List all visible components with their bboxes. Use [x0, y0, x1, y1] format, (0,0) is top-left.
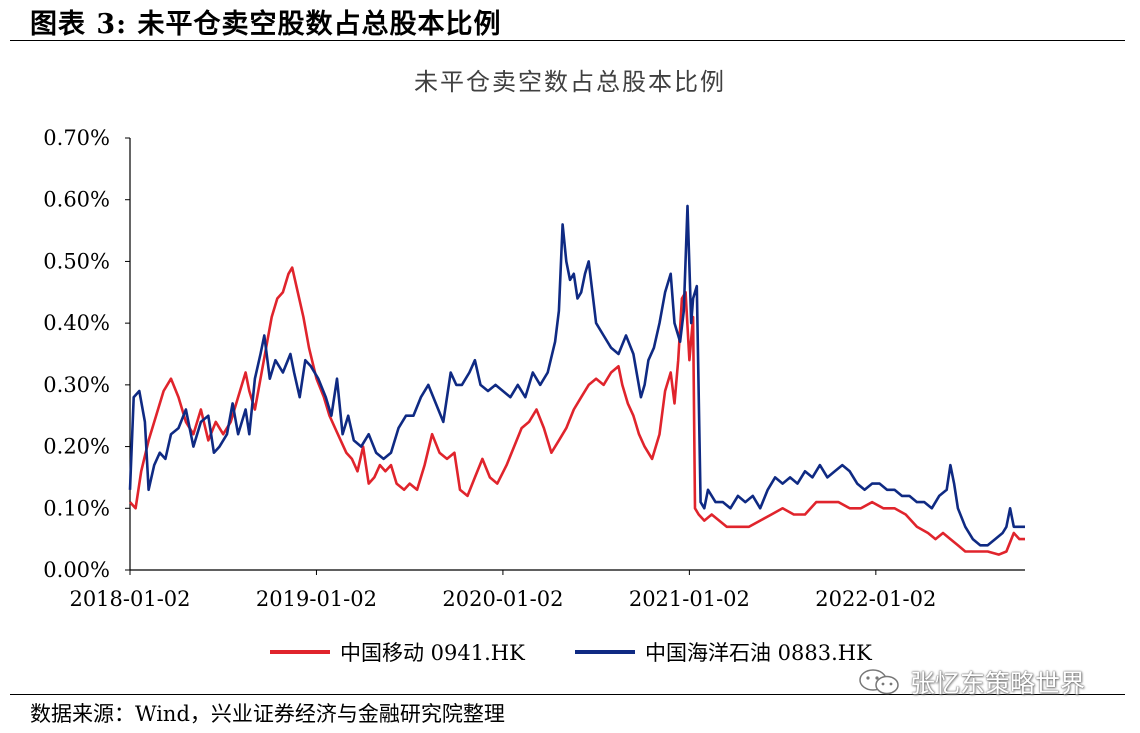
y-tick-label: 0.30%	[43, 373, 110, 397]
x-tick-label: 2022-01-02	[815, 587, 936, 611]
y-tick-label: 0.00%	[43, 558, 110, 582]
y-tick-label: 0.70%	[43, 126, 110, 150]
wechat-icon	[859, 669, 899, 695]
source-note: 数据来源：Wind，兴业证券经济与金融研究院整理	[30, 702, 505, 726]
watermark-text: 张忆东策略世界	[910, 669, 1086, 698]
y-tick-label: 0.60%	[43, 188, 110, 212]
chart-title: 未平仓卖空数占总股本比例	[414, 68, 726, 96]
x-tick-label: 2020-01-02	[442, 587, 563, 611]
y-tick-label: 0.50%	[43, 249, 110, 273]
x-tick-label: 2021-01-02	[629, 587, 750, 611]
y-tick-label: 0.10%	[43, 496, 110, 520]
legend-label-1: 中国移动 0941.HK	[340, 641, 525, 665]
watermark: 张忆东策略世界	[856, 664, 1085, 700]
x-tick-label: 2018-01-02	[69, 587, 190, 611]
top-rule	[10, 40, 1125, 41]
y-tick-label: 0.20%	[43, 435, 110, 459]
figure-title: 图表 3: 未平仓卖空股数占总股本比例	[30, 9, 502, 40]
bottom-rule	[10, 694, 1125, 695]
legend-label-2: 中国海洋石油 0883.HK	[645, 641, 872, 665]
series-line-2	[128, 204, 1025, 547]
x-tick-label: 2019-01-02	[256, 587, 377, 611]
series-line-1	[129, 266, 1025, 556]
y-tick-label: 0.40%	[43, 311, 110, 335]
